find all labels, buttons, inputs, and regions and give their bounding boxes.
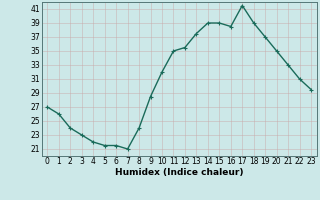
X-axis label: Humidex (Indice chaleur): Humidex (Indice chaleur) — [115, 168, 244, 177]
